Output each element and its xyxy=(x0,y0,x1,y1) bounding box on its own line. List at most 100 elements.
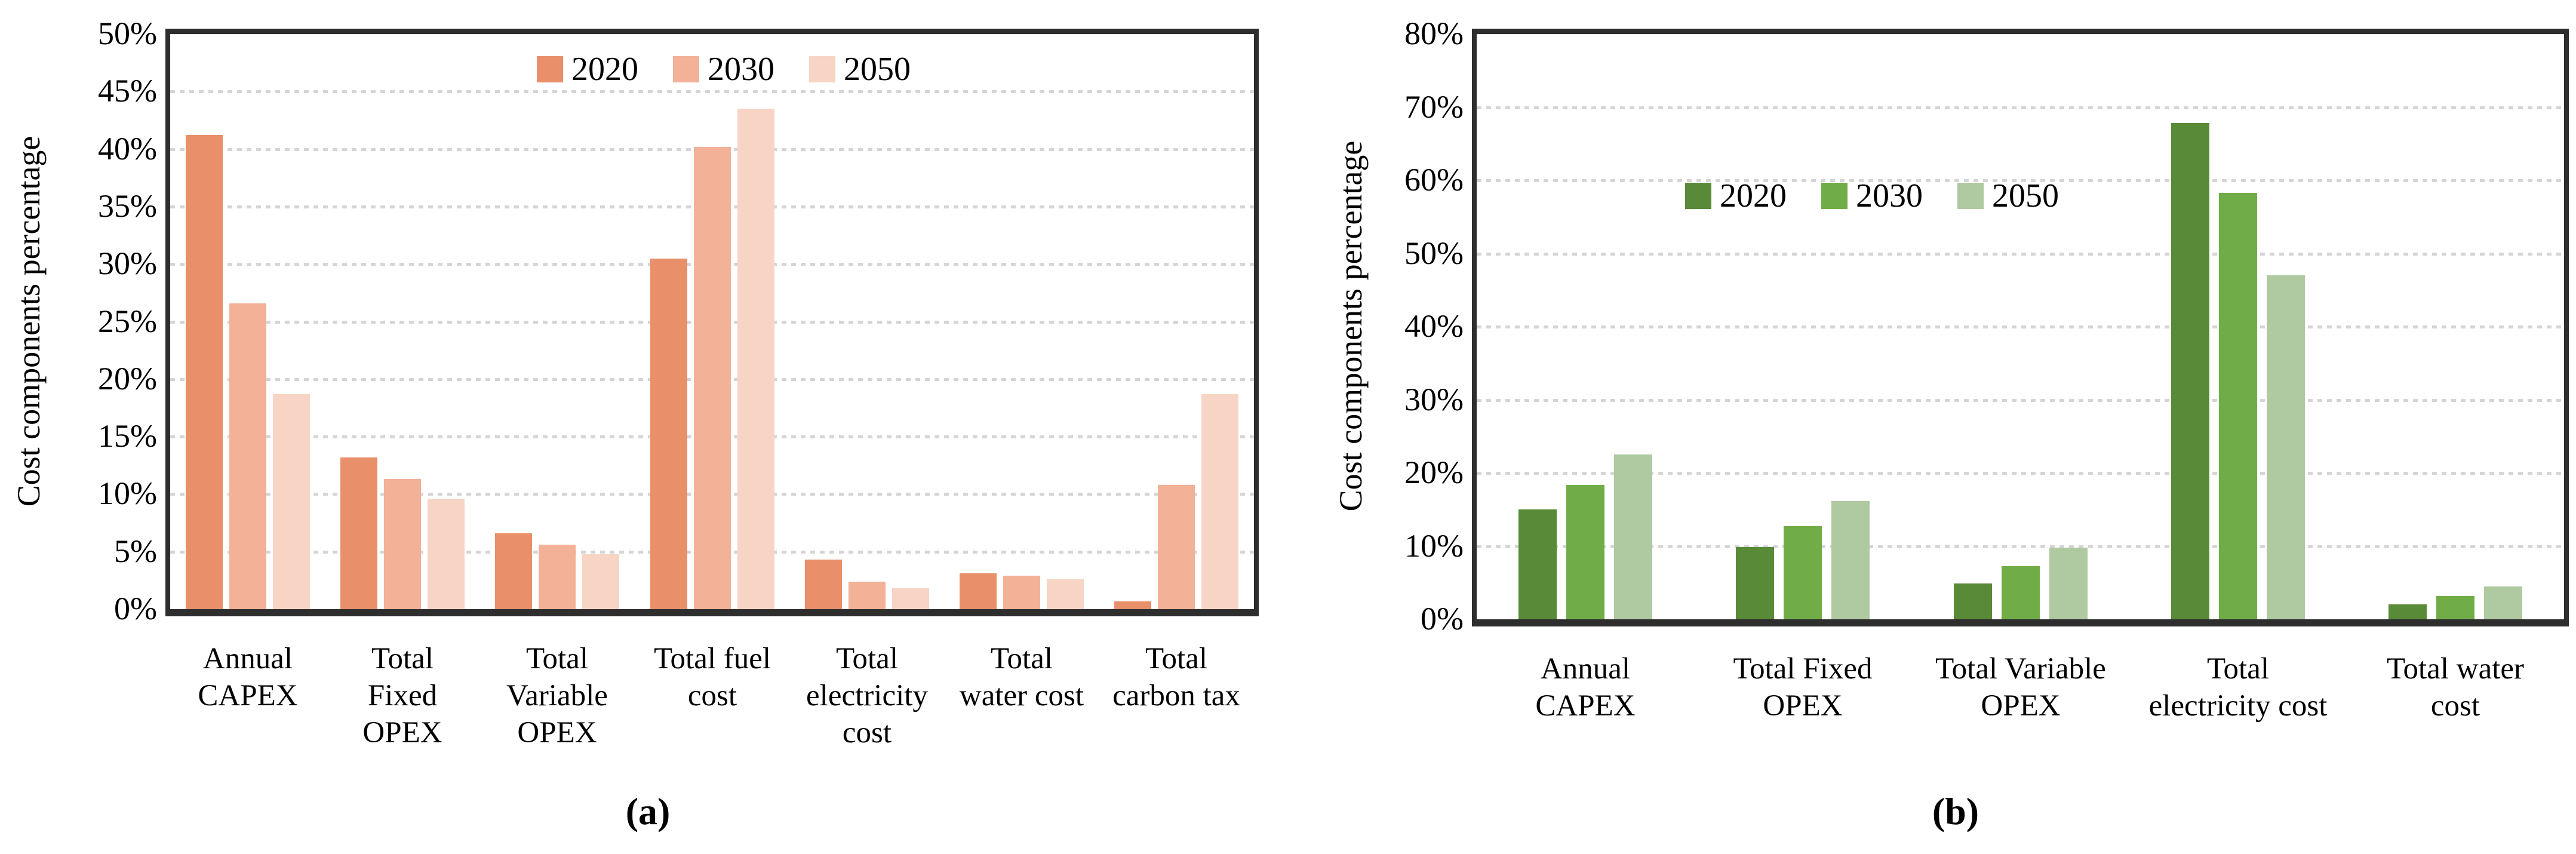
bar-2050-total-fuel-cost xyxy=(737,109,774,609)
bar-2020-total-water-cost xyxy=(960,573,997,609)
bar-2050-total-electricity-cost xyxy=(892,588,929,609)
x-category-label: Total Fixed OPEX xyxy=(362,642,442,749)
gridline-60pct xyxy=(1477,179,2564,182)
bar-2030-total-electricity-cost xyxy=(2219,193,2257,619)
bar-2020-total-electricity-cost xyxy=(2171,123,2209,619)
x-category-label: Total water cost xyxy=(2386,652,2525,723)
legend-label-2030: 2030 xyxy=(708,51,774,88)
y-tick-label-35pct: 35% xyxy=(98,188,157,224)
bar-2020-total-electricity-cost xyxy=(805,560,842,609)
x-category-label: Total Variable OPEX xyxy=(506,642,608,749)
bar-2030-annual-capex xyxy=(229,303,266,609)
bar-2030-total-electricity-cost xyxy=(849,582,886,609)
plot-frame xyxy=(165,29,1259,616)
legend: 2020 2030 2050 xyxy=(395,53,1052,86)
legend-item-2030: 2030 xyxy=(1821,179,1923,213)
bar-2050-annual-capex xyxy=(1614,454,1652,619)
y-tick-label-25pct: 25% xyxy=(98,303,157,339)
x-category-label: Total water cost xyxy=(959,642,1084,712)
bar-2020-total-variable-opex xyxy=(495,533,532,609)
legend-swatch-2020 xyxy=(1685,183,1711,209)
y-tick-label-30pct: 30% xyxy=(1404,381,1464,417)
bar-2050-total-carbon-tax xyxy=(1201,394,1238,609)
bar-2030-total-fixed-opex xyxy=(1784,526,1822,619)
y-tick-label-10pct: 10% xyxy=(1404,527,1464,564)
y-tick-label-20pct: 20% xyxy=(98,360,157,397)
legend-swatch-2050 xyxy=(1957,183,1984,209)
panel-label-a: (a) xyxy=(625,790,671,833)
bar-2030-annual-capex xyxy=(1566,485,1604,619)
bar-2050-total-water-cost xyxy=(1047,579,1084,609)
bar-2050-total-electricity-cost xyxy=(2267,275,2305,619)
legend-swatch-2050 xyxy=(809,56,835,82)
bar-2050-total-fixed-opex xyxy=(428,499,465,609)
legend-item-2030: 2030 xyxy=(673,53,774,86)
legend-label-2020: 2020 xyxy=(571,51,638,88)
y-tick-label-0pct: 0% xyxy=(1421,601,1464,637)
x-category-label: Total electricity cost xyxy=(806,642,928,749)
x-category-label: Total electricity cost xyxy=(2148,652,2328,723)
gridline-30pct xyxy=(1477,398,2564,402)
y-tick-label-70pct: 70% xyxy=(1404,88,1464,125)
bar-2020-total-fixed-opex xyxy=(1736,547,1774,619)
legend-label-2030: 2030 xyxy=(1856,177,1923,214)
bar-2050-total-variable-opex xyxy=(582,554,619,609)
bar-2030-total-fuel-cost xyxy=(694,147,731,609)
y-tick-label-40pct: 40% xyxy=(98,130,157,167)
legend-label-2050: 2050 xyxy=(844,51,911,88)
legend-label-2020: 2020 xyxy=(1720,177,1787,214)
legend-item-2050: 2050 xyxy=(1957,179,2059,213)
y-tick-label-30pct: 30% xyxy=(98,245,157,282)
y-axis-title: Cost components percentage xyxy=(1333,140,1369,512)
bar-2020-total-variable-opex xyxy=(1954,583,1992,619)
legend-swatch-2020 xyxy=(537,56,563,82)
y-tick-label-50pct: 50% xyxy=(98,16,157,51)
bar-2030-total-variable-opex xyxy=(2002,566,2040,619)
bar-2020-total-fixed-opex xyxy=(340,457,377,609)
bar-2030-total-variable-opex xyxy=(539,545,576,609)
y-tick-label-40pct: 40% xyxy=(1404,308,1464,344)
legend-swatch-2030 xyxy=(1821,183,1848,209)
y-tick-label-5pct: 5% xyxy=(114,533,157,569)
bar-2030-total-water-cost xyxy=(2436,596,2474,619)
bar-2020-annual-capex xyxy=(186,135,223,609)
bar-2050-total-water-cost xyxy=(2484,586,2522,619)
legend-item-2020: 2020 xyxy=(537,53,638,86)
x-category-label: Annual CAPEX xyxy=(1535,652,1636,723)
bar-2030-total-fixed-opex xyxy=(384,479,421,609)
bar-2020-total-water-cost xyxy=(2389,604,2427,619)
plot-frame xyxy=(1472,29,2569,626)
bar-2020-total-fuel-cost xyxy=(650,259,687,609)
y-tick-label-10pct: 10% xyxy=(98,475,157,512)
bar-2020-total-carbon-tax xyxy=(1114,601,1151,609)
gridline-50pct xyxy=(1477,252,2564,256)
y-tick-label-20pct: 20% xyxy=(1404,454,1464,490)
legend-item-2020: 2020 xyxy=(1685,179,1787,213)
panel-label-b: (b) xyxy=(1932,790,1979,833)
gridline-70pct xyxy=(1477,106,2564,109)
x-category-label: Total Variable OPEX xyxy=(1935,652,2106,723)
y-tick-label-80pct: 80% xyxy=(1404,16,1464,51)
y-axis-title: Cost components percentage xyxy=(11,136,47,506)
bar-2050-total-variable-opex xyxy=(2049,548,2088,619)
y-tick-label-45pct: 45% xyxy=(98,73,157,109)
legend-item-2050: 2050 xyxy=(809,53,911,86)
legend: 2020 2030 2050 xyxy=(1544,179,2200,213)
bar-2020-annual-capex xyxy=(1518,509,1557,619)
bar-2030-total-water-cost xyxy=(1003,576,1040,609)
y-tick-label-0pct: 0% xyxy=(114,591,157,626)
bar-2050-total-fixed-opex xyxy=(1831,501,1870,619)
bar-2030-total-carbon-tax xyxy=(1158,485,1195,609)
gridline-10pct xyxy=(1477,545,2564,548)
legend-swatch-2030 xyxy=(673,56,699,82)
bar-2050-annual-capex xyxy=(273,394,310,609)
x-category-label: Total fuel cost xyxy=(653,642,771,712)
x-category-label: Total Fixed OPEX xyxy=(1733,652,1873,723)
gridline-40pct xyxy=(1477,325,2564,328)
gridline-20pct xyxy=(1477,472,2564,475)
y-tick-label-15pct: 15% xyxy=(98,418,157,454)
y-tick-label-50pct: 50% xyxy=(1404,235,1464,271)
gridline-45pct xyxy=(170,90,1254,94)
y-tick-label-60pct: 60% xyxy=(1404,162,1464,198)
